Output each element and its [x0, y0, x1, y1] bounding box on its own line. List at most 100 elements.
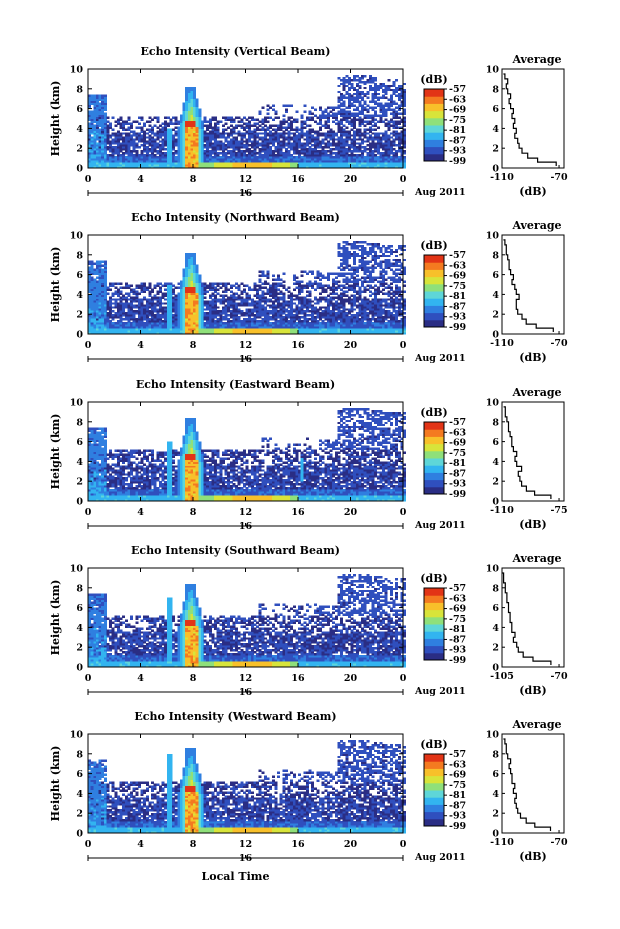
heatmap-cell [366, 104, 370, 108]
heatmap-cell [93, 268, 97, 272]
heatmap-cell [287, 310, 291, 313]
heatmap-cell [347, 144, 351, 147]
heatmap-cell [90, 96, 94, 100]
heatmap-cell [193, 252, 197, 256]
heatmap-cell [200, 154, 204, 157]
heatmap-cell [303, 126, 307, 129]
heatmap-cell [179, 116, 183, 119]
heatmap-cell [190, 166, 194, 169]
heatmap-cell [374, 100, 378, 104]
heatmap-cell [135, 142, 139, 145]
heatmap-cell [316, 116, 320, 119]
heatmap-cell [177, 122, 181, 125]
heatmap-cell [185, 132, 189, 135]
heatmap-cell [93, 166, 97, 169]
heatmap-cell [143, 164, 147, 167]
heatmap-cell [88, 138, 92, 141]
heatmap-cell [161, 284, 165, 287]
heatmap-cell [111, 138, 115, 141]
heatmap-cell [269, 304, 273, 307]
heatmap-cell [185, 112, 189, 115]
heatmap-cell [106, 292, 110, 295]
heatmap-cell [203, 300, 207, 303]
heatmap-cell [156, 118, 160, 121]
heatmap-cell [193, 136, 197, 139]
heatmap-cell [116, 282, 120, 285]
heatmap-cell [193, 86, 197, 90]
heatmap-cell [182, 132, 186, 135]
heatmap-cell [221, 306, 225, 309]
heatmap-cell [185, 118, 189, 121]
heatmap-cell [316, 130, 320, 133]
heatmap-cell [261, 318, 265, 321]
heatmap-cell [177, 134, 181, 137]
heatmap-cell [145, 142, 149, 145]
heatmap-cell [308, 110, 312, 113]
heatmap-cell [195, 166, 199, 169]
heatmap-cell [95, 100, 99, 104]
heatmap-cell [237, 140, 241, 143]
heatmap-cell [313, 114, 317, 117]
heatmap-cell [111, 156, 115, 159]
heatmap-cell [119, 148, 123, 151]
y-axis-label: Height (km) [49, 81, 62, 157]
heatmap-cell [221, 294, 225, 297]
heatmap-cell [258, 136, 262, 139]
heatmap-cell [122, 122, 126, 125]
heatmap-cell [135, 318, 139, 321]
heatmap-cell [227, 158, 231, 161]
heatmap-cell [119, 166, 123, 169]
heatmap-cell [198, 134, 202, 137]
heatmap-cell [303, 132, 307, 135]
heatmap-cell [198, 156, 202, 159]
heatmap-cell [127, 148, 131, 151]
heatmap-cell [185, 128, 189, 131]
heatmap-cell [287, 150, 291, 153]
heatmap-cell [187, 166, 191, 169]
heatmap-cell [203, 140, 207, 143]
heatmap-cell [366, 114, 370, 117]
heatmap-cell [395, 94, 399, 98]
heatmap-cell [172, 158, 176, 161]
heatmap-cell [395, 106, 399, 109]
heatmap-cell [269, 310, 273, 313]
heatmap-cell [93, 130, 97, 133]
heatmap-cell [206, 160, 210, 163]
heatmap-cell [311, 128, 315, 131]
heatmap-cell [179, 152, 183, 155]
heatmap-cell [156, 308, 160, 311]
heatmap-cell [319, 132, 323, 135]
heatmap-cell [324, 150, 328, 153]
heatmap-cell [250, 318, 254, 321]
heatmap-cell [185, 154, 189, 157]
heatmap-cell [103, 94, 107, 98]
heatmap-cell [164, 158, 168, 161]
heatmap-cell [216, 166, 220, 169]
heatmap-cell [395, 110, 399, 113]
heatmap-cell [106, 148, 110, 151]
heatmap-cell [148, 164, 152, 167]
heatmap-cell [395, 86, 399, 90]
heatmap-cell [116, 298, 120, 301]
heatmap-cell [208, 162, 212, 165]
heatmap-cell [182, 104, 186, 108]
heatmap-cell [132, 288, 136, 291]
heatmap-cell [216, 288, 220, 291]
heatmap-cell [151, 154, 155, 157]
heatmap-cell [135, 136, 139, 139]
heatmap-cell [158, 314, 162, 317]
heatmap-cell [122, 318, 126, 321]
heatmap-cell [200, 162, 204, 165]
heatmap-cell [151, 164, 155, 167]
heatmap-cell [156, 142, 160, 145]
heatmap-cell [224, 322, 228, 325]
heatmap-cell [221, 144, 225, 147]
heatmap-cell [98, 150, 102, 153]
heatmap-cell [182, 134, 186, 137]
heatmap-cell [187, 146, 191, 149]
heatmap-cell [216, 160, 220, 163]
heatmap-cell [158, 132, 162, 135]
heatmap-cell [382, 88, 386, 92]
heatmap-cell [158, 134, 162, 137]
heatmap-cell [88, 148, 92, 151]
